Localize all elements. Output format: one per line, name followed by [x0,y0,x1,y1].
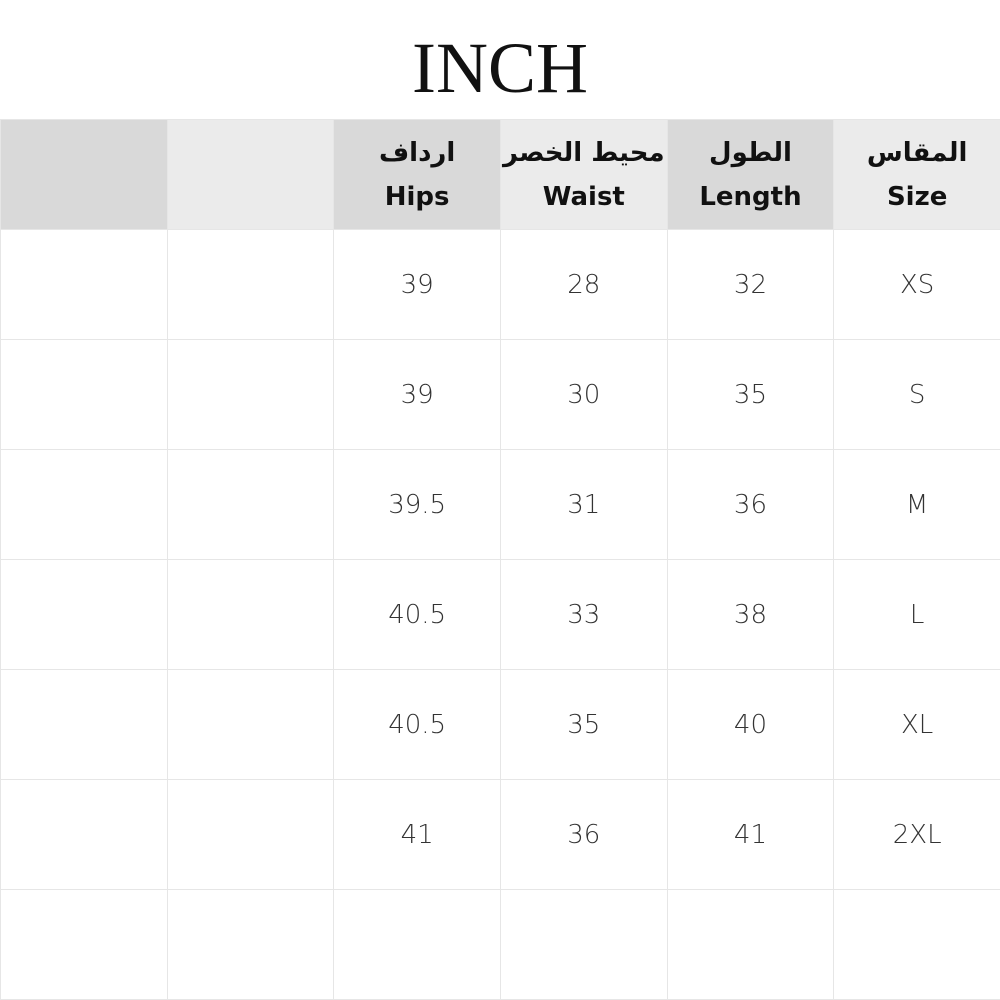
header-label-arabic: الطول [709,137,792,168]
column-header-hips: ارداف Hips [333,119,501,230]
header-label-english: Hips [384,181,450,212]
cell-blank-1 [0,339,168,450]
cell-waist: 36 [499,779,668,890]
cell-length: 41 [666,779,835,890]
cell-blank-1 [0,669,168,780]
cell-blank-2 [166,669,335,780]
cell-length: 38 [666,559,835,670]
header-label-arabic: محيط الخصر [503,137,665,168]
column-header-blank-2 [166,119,335,230]
cell-size: M [833,449,1000,560]
cell-waist: 33 [499,559,668,670]
table-row: 40.5 33 38 L [0,559,1000,670]
cell-blank-2 [166,339,335,450]
size-chart-table: ارداف Hips محيط الخصر Waist الطول Length المقا… [0,119,1000,1000]
cell-waist: 31 [499,449,668,560]
cell-length: 40 [666,669,835,780]
cell-length: 32 [666,229,835,340]
column-header-blank-1 [0,119,168,230]
cell-hips: 40.5 [333,669,501,780]
cell-length [666,889,835,1000]
cell-size: XS [833,229,1000,340]
cell-blank-2 [166,779,335,890]
table-row: 39.5 31 36 M [0,449,1000,560]
cell-blank-2 [166,559,335,670]
cell-hips: 39 [333,229,501,340]
cell-blank-1 [0,889,168,1000]
cell-blank-1 [0,229,168,340]
column-header-waist: محيط الخصر Waist [499,119,668,230]
cell-waist: 30 [499,339,668,450]
table-row: 40.5 35 40 XL [0,669,1000,780]
table-row: 39 30 35 S [0,339,1000,450]
cell-size: S [833,339,1000,450]
cell-length: 36 [666,449,835,560]
header-label-arabic: ارداف [378,137,456,168]
column-header-size: المقاس Size [833,119,1000,230]
cell-blank-1 [0,559,168,670]
cell-blank-1 [0,779,168,890]
cell-size: 2XL [833,779,1000,890]
table-row: 41 36 41 2XL [0,779,1000,890]
header-row: ارداف Hips محيط الخصر Waist الطول Length المقا… [0,119,1000,230]
header-label-english: Length [699,181,802,212]
cell-length: 35 [666,339,835,450]
cell-blank-2 [166,229,335,340]
cell-size: XL [833,669,1000,780]
cell-blank-2 [166,889,335,1000]
cell-waist [499,889,668,1000]
cell-size: L [833,559,1000,670]
cell-hips: 39.5 [333,449,501,560]
cell-hips: 40.5 [333,559,501,670]
header-label-english: Size [886,181,948,212]
cell-blank-2 [166,449,335,560]
cell-waist: 35 [499,669,668,780]
table-row [0,889,1000,1000]
header-label-english: Waist [542,181,625,212]
page-title: INCH [412,28,588,108]
cell-blank-1 [0,449,168,560]
cell-hips [333,889,501,1000]
cell-size [833,889,1000,1000]
cell-hips: 41 [333,779,501,890]
cell-hips: 39 [333,339,501,450]
header-label-arabic: المقاس [866,137,968,168]
table-row: 39 28 32 XS [0,229,1000,340]
column-header-length: الطول Length [666,119,835,230]
cell-waist: 28 [499,229,668,340]
